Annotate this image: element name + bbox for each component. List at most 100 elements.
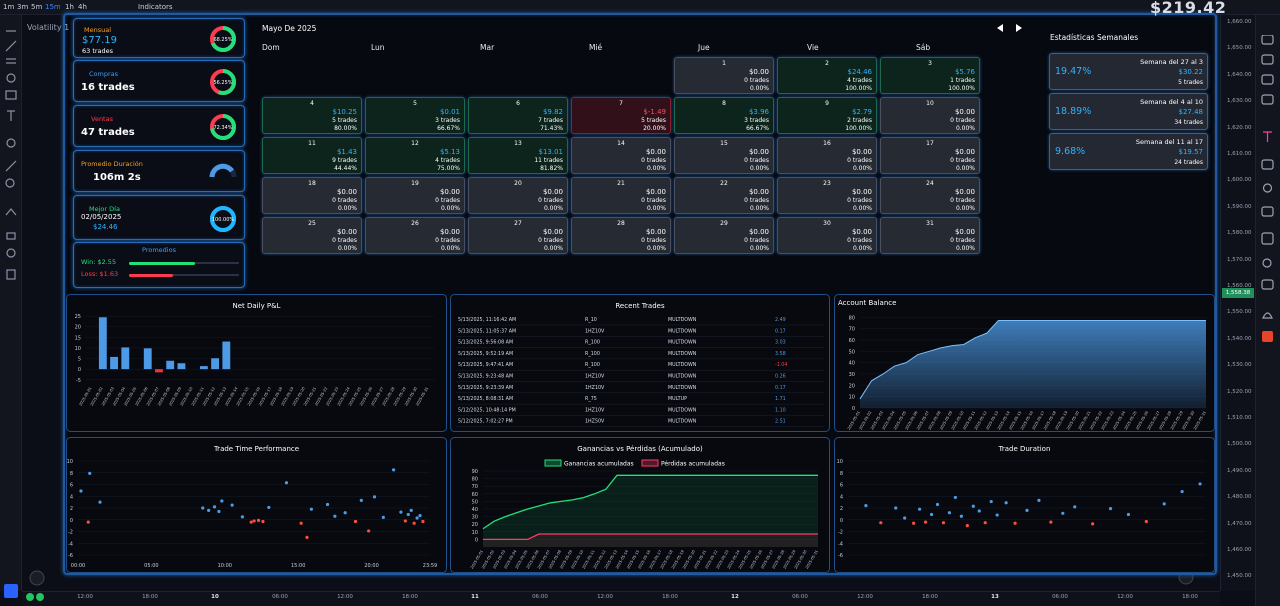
calendar-day[interactable]: 26 $0.00 0 trades 0.00% (365, 217, 465, 254)
chart-panel: Net Daily P&L2520151050-52025-05-012025-… (66, 294, 447, 432)
indicators-button[interactable]: Indicators (138, 3, 173, 11)
stat-card: Mejor Día 02/05/2025 $24.46 100.00% (73, 195, 245, 240)
icon-zoom[interactable] (5, 178, 15, 188)
y-tick-label: 30 (472, 515, 478, 521)
icon-alerts[interactable] (1261, 54, 1274, 65)
calendar-day[interactable]: 25 $0.00 0 trades 0.00% (262, 217, 362, 254)
day-winrate: 0.00% (543, 245, 563, 252)
y-tick-label: 20 (75, 325, 81, 331)
panel-background (450, 294, 830, 432)
timeframe-button[interactable]: 3m (17, 3, 29, 11)
icon-magnet[interactable] (5, 208, 17, 216)
bar (222, 341, 231, 370)
icon-lock[interactable] (6, 232, 16, 240)
calendar-day[interactable]: 8 $3.96 3 trades 66.67% (674, 97, 774, 134)
day-number: 30 (823, 220, 831, 227)
time-tick-label: 06:00 (1052, 594, 1068, 600)
price-tick-label: 1,550.00 (1227, 309, 1252, 316)
icon-ruler[interactable] (5, 160, 17, 172)
calendar-day[interactable]: 6 $9.82 7 trades 71.43% (468, 97, 568, 134)
calendar-day[interactable]: 20 $0.00 0 trades 0.00% (468, 177, 568, 214)
calendar-day[interactable]: 19 $0.00 0 trades 0.00% (365, 177, 465, 214)
y-tick-label: 8 (840, 471, 843, 477)
icon-bot[interactable] (1261, 94, 1274, 105)
calendar-day[interactable]: 3 $5.76 1 trades 100.00% (880, 57, 980, 94)
icon-bell[interactable] (1262, 312, 1273, 319)
icon-eye[interactable] (6, 248, 16, 258)
calendar-day[interactable]: 17 $0.00 0 trades 0.00% (880, 137, 980, 174)
icon-search[interactable] (1262, 258, 1272, 268)
timeframe-button[interactable]: 1m (3, 3, 15, 11)
icon-notes[interactable] (1261, 232, 1274, 245)
y-tick-label: 6 (840, 483, 843, 489)
day-number: 28 (617, 220, 625, 227)
icon-chat[interactable] (1261, 279, 1274, 290)
calendar-day[interactable]: 29 $0.00 0 trades 0.00% (674, 217, 774, 254)
calendar-day[interactable]: 5 $0.01 3 trades 66.67% (365, 97, 465, 134)
day-pnl: $2.79 (851, 108, 872, 116)
icon-tools[interactable] (1263, 131, 1272, 142)
calendar-day[interactable]: 24 $0.00 0 trades 0.00% (880, 177, 980, 214)
calendar-day[interactable]: 21 $0.00 0 trades 0.00% (571, 177, 671, 214)
calendar-nav-prev[interactable] (997, 24, 1003, 32)
icon-data[interactable] (1261, 74, 1274, 85)
scatter-point (941, 521, 946, 525)
day-trades: 7 trades (538, 117, 563, 124)
y-tick-label: 0 (78, 367, 81, 373)
timeframe-button[interactable]: 5m (31, 3, 43, 11)
calendar-day[interactable]: 31 $0.00 0 trades 0.00% (880, 217, 980, 254)
icon-watchlist[interactable] (1261, 35, 1274, 45)
ring-value (210, 26, 236, 52)
scatter-point (412, 521, 416, 525)
calendar-day[interactable]: 18 $0.00 0 trades 0.00% (262, 177, 362, 214)
icon-projection[interactable] (5, 90, 17, 100)
timeframe-button[interactable]: 15m (45, 3, 61, 11)
icon-emoji[interactable] (6, 138, 16, 148)
y-tick-label: 10 (837, 459, 843, 465)
icon-user[interactable] (1262, 183, 1273, 193)
calendar-day[interactable]: 4 $10.25 5 trades 80.00% (262, 97, 362, 134)
day-number: 19 (411, 180, 419, 187)
icon-trend-line[interactable] (5, 40, 17, 52)
calendar-day[interactable]: 7 $-1.49 5 trades 20.00% (571, 97, 671, 134)
calendar-nav-next[interactable] (1016, 24, 1022, 32)
day-winrate: 0.00% (646, 165, 666, 172)
stat-title: Mejor Día (89, 205, 120, 213)
day-winrate: 0.00% (955, 245, 975, 252)
calendar-day[interactable]: 11 $1.43 9 trades 44.44% (262, 137, 362, 174)
calendar-day[interactable]: 15 $0.00 0 trades 0.00% (674, 137, 774, 174)
calendar-day[interactable]: 12 $5.13 4 trades 75.00% (365, 137, 465, 174)
tv-logo (29, 570, 45, 586)
current-price: 1,558.38 (1222, 288, 1254, 298)
icon-app[interactable] (1262, 331, 1273, 342)
calendar-day[interactable]: 27 $0.00 0 trades 0.00% (468, 217, 568, 254)
weekday-label: Vie (807, 43, 819, 52)
calendar-day[interactable]: 30 $0.00 0 trades 0.00% (777, 217, 877, 254)
calendar-day[interactable]: 23 $0.00 0 trades 0.00% (777, 177, 877, 214)
table-cell: 5/13/2025, 8:08:31 AM (458, 396, 513, 402)
timeframe-button[interactable]: 4h (78, 3, 87, 11)
calendar-day[interactable]: 10 $0.00 0 trades 0.00% (880, 97, 980, 134)
calendar-day[interactable]: 22 $0.00 0 trades 0.00% (674, 177, 774, 214)
icon-trash[interactable] (6, 269, 16, 280)
scatter-point (935, 502, 940, 507)
icon-camera[interactable] (1261, 159, 1274, 170)
y-tick-label: 90 (472, 469, 478, 475)
day-pnl: $0.00 (954, 228, 975, 236)
weekday-label: Mar (480, 43, 495, 52)
calendar-day[interactable]: 1 $0.00 0 trades 0.00% (674, 57, 774, 94)
day-pnl: $0.00 (954, 148, 975, 156)
table-cell: 5/13/2025, 11:05:37 AM (458, 328, 516, 334)
icon-pattern[interactable] (6, 73, 16, 83)
timeframe-button[interactable]: 1h (65, 3, 74, 11)
calendar-day[interactable]: 14 $0.00 0 trades 0.00% (571, 137, 671, 174)
table-cell: R_100 (585, 362, 600, 368)
calendar-day[interactable]: 2 $24.46 4 trades 100.00% (777, 57, 877, 94)
day-pnl: $0.00 (542, 228, 563, 236)
icon-calendar[interactable] (1261, 206, 1274, 217)
calendar-day[interactable]: 9 $2.79 2 trades 100.00% (777, 97, 877, 134)
calendar-day[interactable]: 13 $13.01 11 trades 81.82% (468, 137, 568, 174)
calendar-day[interactable]: 28 $0.00 0 trades 0.00% (571, 217, 671, 254)
calendar-day[interactable]: 16 $0.00 0 trades 0.00% (777, 137, 877, 174)
duration-gauge (209, 163, 235, 178)
